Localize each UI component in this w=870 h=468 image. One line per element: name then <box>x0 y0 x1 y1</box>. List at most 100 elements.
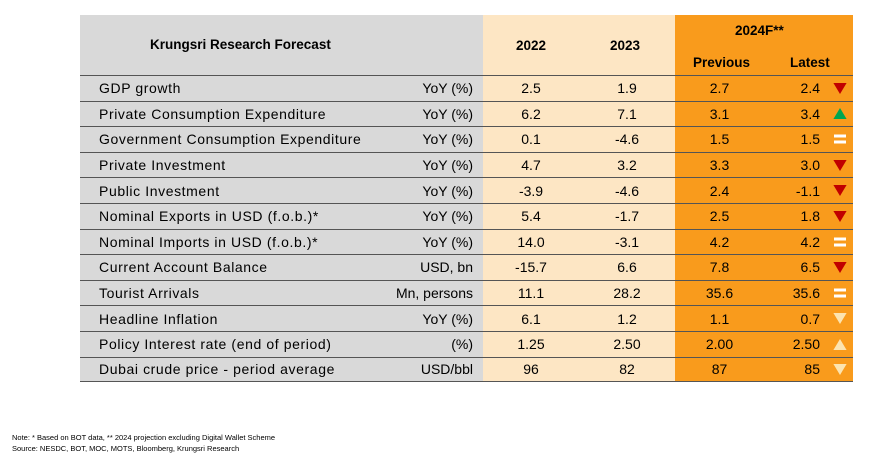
value-2023-text: 7.1 <box>617 105 637 122</box>
row-label: Policy Interest rate (end of period) <box>80 331 380 357</box>
row-label: Nominal Exports in USD (f.o.b.)* <box>80 203 380 229</box>
value-latest-text: 1.5 <box>800 131 820 148</box>
value-latest: 2.50 <box>764 331 826 357</box>
row-label-text: Private Consumption Expenditure <box>99 105 327 122</box>
row-unit-text: YoY (%) <box>422 182 473 199</box>
value-latest: 1.5 <box>764 127 826 152</box>
value-previous-text: 3.1 <box>709 105 730 122</box>
row-unit: YoY (%) <box>380 76 483 101</box>
row-unit-text: (%) <box>451 336 473 353</box>
row-label-text: Government Consumption Expenditure <box>99 131 362 148</box>
value-2023-text: 2.50 <box>613 336 641 353</box>
value-latest-text: 4.2 <box>800 233 820 250</box>
value-2023: -4.6 <box>579 127 675 152</box>
equal-sign-icon <box>826 229 853 255</box>
value-2023-text: 82 <box>619 361 635 378</box>
row-label: Headline Inflation <box>80 306 380 331</box>
value-previous-text: 2.5 <box>709 208 730 225</box>
value-previous-text: 1.5 <box>709 131 730 148</box>
value-previous: 2.4 <box>675 178 764 203</box>
value-2023-text: 3.2 <box>617 157 637 174</box>
footnotes: Note: * Based on BOT data, ** 2024 proje… <box>12 432 275 454</box>
value-2022-text: 14.0 <box>517 233 545 250</box>
row-unit: USD/bbl <box>380 357 483 382</box>
row-label-text: Nominal Exports in USD (f.o.b.)* <box>99 208 319 225</box>
value-latest-text: 0.7 <box>800 310 820 327</box>
value-2023: 1.2 <box>579 306 675 331</box>
value-2023-text: 28.2 <box>613 285 641 302</box>
row-unit: YoY (%) <box>380 229 483 255</box>
value-latest-text: 6.5 <box>800 259 820 276</box>
row-label-text: Nominal Imports in USD (f.o.b.)* <box>99 233 319 250</box>
column-2024f-header: 2024F** <box>735 23 784 38</box>
row-label-text: Dubai crude price - period average <box>99 361 335 378</box>
equal-sign-icon <box>826 280 853 306</box>
value-previous-text: 2.7 <box>709 80 730 97</box>
value-latest: 2.4 <box>764 76 826 101</box>
value-previous: 3.1 <box>675 101 764 127</box>
row-label: Current Account Balance <box>80 255 380 280</box>
value-2022-text: 5.4 <box>521 208 541 225</box>
value-previous: 35.6 <box>675 280 764 306</box>
source-note: Source: NESDC, BOT, MOC, MOTS, Bloomberg… <box>12 444 240 453</box>
column-2022-header: 2022 <box>516 38 547 53</box>
row-label: Private Investment <box>80 152 380 178</box>
value-previous-text: 2.4 <box>709 182 730 199</box>
up-arrow-green-icon <box>826 101 853 127</box>
value-2023-text: -1.7 <box>614 208 640 225</box>
value-2022-text: -15.7 <box>515 259 547 276</box>
table-body: GDP growth YoY (%) 2.5 1.9 2.7 2.4 Private Con… <box>80 75 853 383</box>
value-2022: 96 <box>483 357 579 382</box>
value-2022-text: -3.9 <box>518 182 544 199</box>
value-previous-text: 35.6 <box>705 285 734 302</box>
value-2022-text: 6.1 <box>521 310 541 327</box>
down-arrow-light-icon <box>826 357 853 382</box>
table-row: Current Account Balance USD, bn -15.7 6.6 7.… <box>80 254 853 280</box>
down-arrow-light-icon <box>826 306 853 331</box>
value-2022: -3.9 <box>483 178 579 203</box>
value-2022: 11.1 <box>483 280 579 306</box>
up-arrow-light-icon <box>826 331 853 357</box>
row-label-text: Policy Interest rate (end of period) <box>99 336 332 353</box>
value-previous-text: 2.00 <box>705 336 734 353</box>
row-label: Nominal Imports in USD (f.o.b.)* <box>80 229 380 255</box>
value-2022: -15.7 <box>483 255 579 280</box>
table-row: Tourist Arrivals Mn, persons 11.1 28.2 35.6 3… <box>80 279 853 306</box>
row-unit: YoY (%) <box>380 101 483 127</box>
value-latest-text: 3.0 <box>800 157 820 174</box>
value-2023: -1.7 <box>579 203 675 229</box>
row-unit: YoY (%) <box>380 127 483 152</box>
value-latest: 0.7 <box>764 306 826 331</box>
row-label: Government Consumption Expenditure <box>80 127 380 152</box>
value-2023-text: 1.2 <box>617 310 637 327</box>
value-previous: 4.2 <box>675 229 764 255</box>
value-2023-text: -4.6 <box>614 131 640 148</box>
value-latest-text: 1.8 <box>800 208 820 225</box>
row-unit: Mn, persons <box>380 280 483 306</box>
row-unit-text: YoY (%) <box>422 80 473 97</box>
value-2023: 6.6 <box>579 255 675 280</box>
table-row: Private Investment YoY (%) 4.7 3.2 3.3 3.0 <box>80 151 853 178</box>
table-row: Government Consumption Expenditure YoY (%… <box>80 126 853 152</box>
value-2022-text: 0.1 <box>521 131 541 148</box>
value-latest: 35.6 <box>764 280 826 306</box>
value-previous: 7.8 <box>675 255 764 280</box>
value-2022: 2.5 <box>483 76 579 101</box>
row-unit-text: USD/bbl <box>420 361 473 378</box>
value-latest-text: -1.1 <box>795 182 820 199</box>
row-label: Dubai crude price - period average <box>80 357 380 382</box>
value-2022-text: 6.2 <box>521 105 541 122</box>
row-unit-text: YoY (%) <box>422 131 473 148</box>
table-title: Krungsri Research Forecast <box>150 37 331 52</box>
value-2022: 5.4 <box>483 203 579 229</box>
subcolumn-previous-header: Previous <box>693 55 751 70</box>
row-unit-text: YoY (%) <box>422 208 473 225</box>
table-row: GDP growth YoY (%) 2.5 1.9 2.7 2.4 <box>80 75 853 101</box>
row-unit-text: YoY (%) <box>422 310 473 327</box>
row-unit-text: Mn, persons <box>395 285 473 302</box>
subcolumn-latest-header: Latest <box>790 55 830 70</box>
down-arrow-red-icon <box>826 255 853 280</box>
value-2022-text: 2.5 <box>521 80 541 97</box>
value-2023-text: 1.9 <box>617 80 637 97</box>
value-2022: 4.7 <box>483 152 579 178</box>
